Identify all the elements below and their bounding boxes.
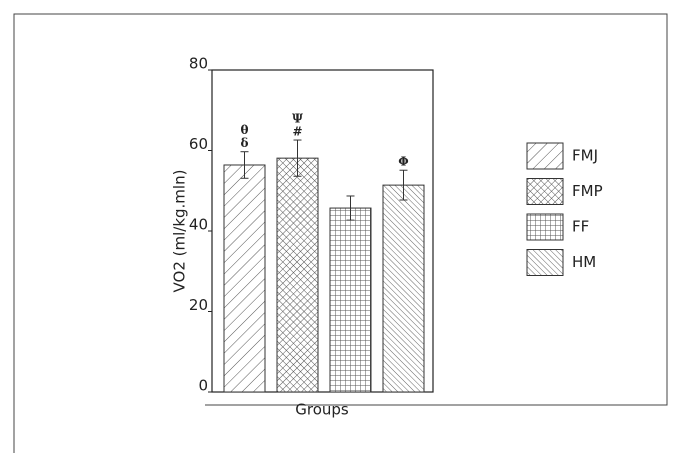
y-axis-label: VO2 (ml/kg.mln) <box>171 170 189 293</box>
legend-label: FMJ <box>572 147 598 165</box>
legend-label: FF <box>572 218 589 236</box>
annotation: # <box>292 125 302 139</box>
bar <box>382 184 425 393</box>
legend-label: HM <box>572 253 596 271</box>
y-tick-label: 20 <box>189 296 208 314</box>
bar <box>223 164 266 393</box>
frame <box>13 13 668 453</box>
y-tick-label: 80 <box>189 55 208 73</box>
y-tick-label: 60 <box>189 135 208 153</box>
annotation: Ψ <box>292 112 303 126</box>
legend-swatch <box>526 178 564 205</box>
legend-swatch <box>526 213 564 241</box>
x-axis-label: Groups <box>295 401 349 419</box>
legend-swatch <box>526 142 564 170</box>
annotation: Φ <box>398 155 408 169</box>
y-tick-label: 40 <box>189 216 208 234</box>
y-tick-label: 0 <box>198 377 208 395</box>
legend-label: FMP <box>572 182 603 200</box>
annotation: θ <box>240 123 248 137</box>
bar <box>276 157 319 393</box>
legend-swatch <box>526 249 564 276</box>
annotation: δ <box>240 136 248 150</box>
bar <box>329 207 372 393</box>
